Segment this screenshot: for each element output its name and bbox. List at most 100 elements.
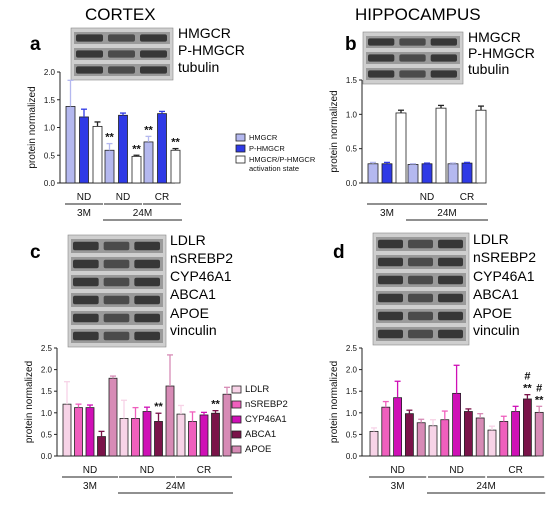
legend-swatch <box>231 430 242 439</box>
y-tick-label: 0.0 <box>41 452 53 461</box>
blot-band <box>430 38 457 46</box>
bar <box>534 411 544 457</box>
bar <box>157 113 167 184</box>
y-axis-label: protein normalized <box>24 361 35 443</box>
blot-label: APOE <box>170 305 209 321</box>
blot-band <box>438 329 463 339</box>
group-label: CR <box>508 465 522 476</box>
blot-band <box>134 313 160 323</box>
blot-label: ABCA1 <box>473 286 519 302</box>
group-label: ND <box>83 465 97 476</box>
blot-band <box>408 293 433 303</box>
blot-band <box>399 70 426 78</box>
y-tick-label: 0.5 <box>41 430 53 439</box>
group-label: ND <box>390 465 404 476</box>
bar <box>143 141 154 184</box>
blot-band <box>134 259 160 269</box>
age-label: 24M <box>437 208 456 219</box>
blot-band <box>430 70 457 78</box>
blot-band <box>438 239 463 249</box>
western-blot-b <box>362 31 464 85</box>
chart-b: 0.0 0.5 1.0 1.5 protein normalized ND CR 3M 24M <box>329 76 488 221</box>
bar <box>416 422 426 457</box>
age-label: 3M <box>77 208 91 219</box>
bar <box>421 163 433 184</box>
bar <box>118 114 128 184</box>
western-blot-d <box>372 232 470 346</box>
significance-marker: ** <box>523 383 532 395</box>
blot-band <box>73 241 99 251</box>
blot-label: tubulin <box>468 61 509 77</box>
y-tick-label: 2.0 <box>41 366 53 375</box>
region-title-hippocampus: HIPPOCAMPUS <box>355 5 481 24</box>
legend-label: ABCA1 <box>245 429 276 440</box>
age-label: 3M <box>391 481 405 492</box>
bar <box>369 430 379 457</box>
legend-swatch <box>235 133 246 142</box>
bar <box>499 421 509 457</box>
blot-band <box>368 70 395 78</box>
bar <box>487 429 497 457</box>
significance-marker: ** <box>535 394 544 406</box>
blot-band <box>368 38 395 46</box>
significance-marker: ** <box>211 399 220 411</box>
panel-letter-b: b <box>345 34 357 55</box>
bar <box>108 377 118 457</box>
y-tick-label: 0.5 <box>346 145 358 154</box>
bar <box>428 425 438 457</box>
blot-band <box>73 259 99 269</box>
blot-band <box>76 50 103 58</box>
bar <box>188 421 197 457</box>
bar <box>104 149 115 184</box>
chart-d: 0.0 0.5 1.0 1.5 2.0 2.5 protein normalized ND ND… <box>329 344 546 494</box>
group-label: CR <box>197 465 211 476</box>
blot-label: ABCA1 <box>170 286 216 302</box>
bar <box>435 107 447 184</box>
y-axis-label: protein normalized <box>27 86 38 168</box>
legend-label: HMGCR/P-HMGCR <box>249 155 316 164</box>
bar <box>452 392 462 457</box>
blot-label: vinculin <box>473 322 520 338</box>
bar <box>475 417 485 457</box>
blot-band <box>108 50 135 58</box>
blot-band <box>399 38 426 46</box>
bar <box>97 436 106 457</box>
significance-marker: ** <box>144 124 153 136</box>
blot-band <box>134 331 160 341</box>
region-title-cortex: CORTEX <box>85 5 156 24</box>
blot-label: CYP46A1 <box>473 268 535 284</box>
bar <box>393 397 403 457</box>
y-tick-label: 0.5 <box>346 430 358 439</box>
western-blot-c <box>67 234 167 348</box>
group-label: ND <box>77 192 91 203</box>
blot-band <box>408 239 433 249</box>
blot-band <box>430 54 457 62</box>
legend-swatch <box>231 415 242 424</box>
blot-background <box>67 234 167 348</box>
panel-letter-a: a <box>30 34 41 55</box>
y-tick-label: 2.0 <box>346 366 358 375</box>
y-axis-label: protein normalized <box>329 90 340 172</box>
legend-swatch <box>231 400 242 409</box>
bar <box>62 403 72 457</box>
chart-c: 0.0 0.5 1.0 1.5 2.0 2.5 protein normalized ND **… <box>24 344 288 494</box>
blot-band <box>103 259 130 269</box>
blot-band <box>108 66 135 74</box>
bar <box>367 163 379 184</box>
blot-band <box>134 241 160 251</box>
y-tick-label: 0.0 <box>44 179 56 188</box>
y-tick-label: 2.5 <box>41 344 53 353</box>
legend-swatch <box>235 144 246 153</box>
blot-label: nSREBP2 <box>473 249 536 265</box>
blot-label: HMGCR <box>178 25 231 41</box>
blot-label: HMGCR <box>468 29 521 45</box>
bar <box>85 407 95 457</box>
legend-label: CYP46A1 <box>245 414 287 425</box>
significance-marker: # <box>524 371 530 383</box>
bar <box>131 155 142 184</box>
significance-marker: ** <box>154 401 163 413</box>
significance-marker: ** <box>105 132 114 144</box>
bar <box>461 162 473 184</box>
